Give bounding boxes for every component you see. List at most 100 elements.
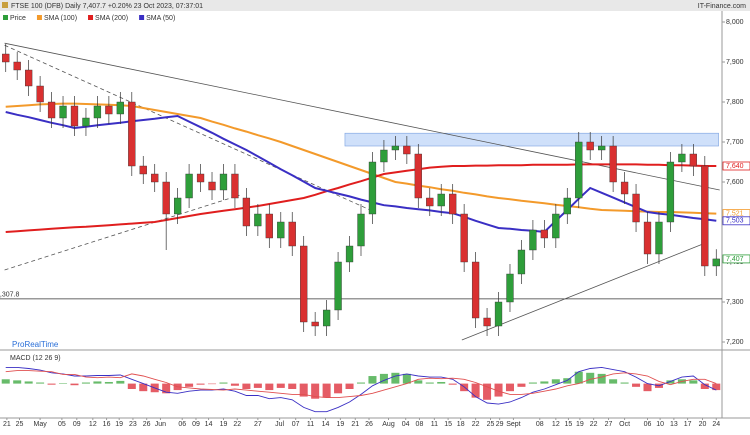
x-tick-label: 14 [322, 421, 330, 428]
x-tick-label: Jul [275, 421, 284, 428]
candle-body [254, 213, 262, 227]
x-tick-label: Aug [382, 421, 395, 428]
legend-swatch [3, 15, 8, 20]
macd-bar [93, 381, 102, 384]
macd-bar [425, 382, 434, 384]
candle-body [334, 261, 342, 311]
macd-bar [574, 371, 583, 384]
x-tick-label: 21 [3, 421, 11, 428]
macd-bar [13, 380, 22, 384]
y-tick-label: 7,700 [726, 139, 744, 146]
watermark: ProRealTime [12, 340, 59, 349]
candle-body [494, 301, 503, 327]
last-value-label: 7,640 [726, 163, 744, 170]
legend-label: SMA (200) [95, 15, 128, 22]
x-tick-label: 27 [605, 421, 613, 428]
macd-line [5, 370, 717, 399]
x-tick-label: 16 [103, 421, 111, 428]
candle-body [426, 197, 434, 207]
x-tick-label: 17 [684, 421, 692, 428]
candle-body [311, 321, 319, 327]
candle-body [70, 105, 79, 127]
x-tick-label: 19 [115, 421, 123, 428]
chart-title: FTSE 100 (DFB) Daily 7,407.7 +0.20% 23 O… [11, 3, 203, 10]
macd-bar [586, 372, 595, 384]
last-value-label: 7,407 [726, 256, 744, 263]
trendline [461, 242, 705, 341]
candle-body [391, 145, 400, 151]
y-tick-label: 7,900 [726, 59, 744, 66]
x-tick-label: 11 [307, 421, 314, 428]
macd-bar [299, 383, 308, 397]
candle-body [116, 101, 124, 115]
candle-body [586, 141, 594, 151]
candle-body [185, 173, 193, 199]
macd-bar [253, 383, 262, 388]
resistance-zone [344, 132, 719, 147]
x-tick-label: Jun [155, 421, 166, 428]
x-tick-label: 15 [444, 421, 452, 428]
candle-body [357, 213, 365, 247]
macd-bar [437, 381, 446, 384]
x-tick-label: 25 [16, 421, 24, 428]
x-tick-label: 12 [89, 421, 97, 428]
legend-swatch [139, 15, 145, 20]
y-tick-label: 7,600 [726, 179, 744, 186]
candle-body [105, 105, 113, 115]
candle-body [483, 317, 491, 327]
candle-body [196, 173, 205, 183]
last-value-tag [722, 216, 750, 226]
macd-bar [379, 373, 388, 384]
last-value-tag [722, 161, 750, 171]
macd-bar [345, 383, 354, 389]
sma-line [5, 163, 717, 233]
macd-bar [334, 383, 343, 394]
legend-label: SMA (100) [44, 15, 77, 22]
x-tick-label: Sept [506, 421, 520, 428]
x-tick-label: 22 [590, 421, 598, 428]
macd-bar [528, 382, 537, 384]
x-tick-label: 19 [336, 421, 344, 428]
macd-bar [24, 381, 33, 384]
macd-bar [230, 383, 239, 386]
macd-bar [643, 383, 652, 392]
macd-bar [483, 383, 492, 400]
macd-bar [471, 383, 480, 398]
macd-bar [208, 383, 217, 385]
candle-body [300, 245, 308, 323]
candle-body [471, 261, 480, 319]
candle-body [82, 117, 90, 127]
x-tick-label: 29 [496, 421, 504, 428]
candle-body [25, 69, 33, 87]
candle-body [151, 173, 159, 183]
candle-body [701, 165, 709, 267]
macd-bar [609, 379, 618, 384]
macd-bar [563, 378, 572, 384]
x-tick-label: 21 [351, 421, 359, 428]
x-tick-label: 23 [129, 421, 137, 428]
candle-body [173, 197, 182, 215]
x-tick-label: 25 [487, 421, 495, 428]
legend-swatch [36, 15, 42, 20]
candle-body [219, 173, 228, 191]
x-tick-label: 06 [178, 421, 186, 428]
macd-bar [104, 381, 113, 384]
candle-body [632, 193, 640, 223]
candle-body [437, 193, 445, 207]
candle-body [620, 181, 629, 195]
candle-body [506, 273, 514, 303]
candle-body [368, 161, 377, 215]
horizontal-line-label: 7,307.8 [0, 292, 19, 299]
macd-bar [185, 383, 194, 387]
macd-bar [36, 382, 45, 384]
macd-bar [689, 380, 698, 384]
candle-body [162, 181, 170, 215]
macd-bar [448, 383, 457, 385]
x-tick-label: 13 [670, 421, 678, 428]
y-tick-label: 7,800 [726, 99, 744, 106]
candle-body [678, 153, 686, 163]
last-value-label: 7,503 [726, 218, 744, 225]
candle-body [449, 193, 457, 215]
candle-body [460, 213, 468, 263]
macd-bar [1, 379, 10, 384]
